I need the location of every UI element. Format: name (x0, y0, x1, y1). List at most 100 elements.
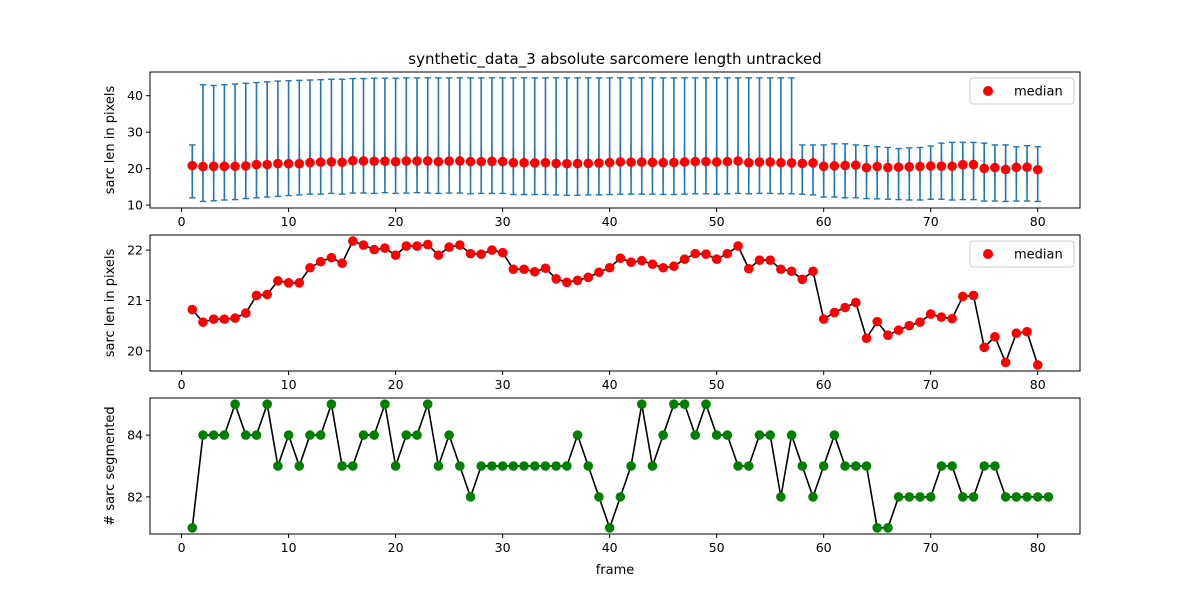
axes-frame (149, 397, 1081, 535)
median-point (679, 157, 690, 167)
segmented-point (369, 430, 380, 440)
legend-label: median (1014, 85, 1063, 100)
median-point (305, 157, 315, 168)
median-point (872, 316, 882, 327)
median-point (572, 275, 583, 286)
median-point (529, 266, 540, 277)
segmented-point (829, 430, 840, 440)
segmented-point (294, 461, 305, 471)
segmented-point (422, 399, 433, 409)
median-point (829, 161, 840, 171)
segmented-point (850, 461, 861, 471)
x-tick-label: 60 (816, 377, 832, 392)
x-tick-label: 60 (816, 214, 832, 229)
violin-panel: 0 10 20 30 40 50 60 70 80 10 20 30 40 sarc len in pix… (103, 71, 1081, 229)
median-point (925, 161, 936, 171)
segmented-point (337, 461, 347, 471)
median-point (776, 264, 786, 275)
median-point (380, 243, 390, 253)
segmented-point (679, 399, 690, 409)
x-tick-label: 20 (388, 377, 404, 392)
segmented-point (529, 461, 540, 471)
segmented-point (305, 430, 315, 440)
median-point (861, 333, 872, 344)
median-point (776, 157, 786, 168)
median-point (754, 255, 765, 265)
legend-marker (983, 249, 993, 259)
median-point (1022, 162, 1032, 173)
legend-label: median (1014, 248, 1063, 263)
median-point (540, 263, 551, 274)
median-point (701, 249, 711, 259)
median-point (540, 157, 551, 168)
median-point (230, 161, 240, 172)
segmented-panel: 0 10 20 30 40 50 60 70 80 82 84 # sarc segmented fra… (103, 397, 1081, 578)
segmented-point (722, 430, 733, 440)
median-point (658, 262, 668, 273)
segmented-point (572, 430, 583, 440)
x-tick-label: 80 (1030, 214, 1046, 229)
segmented-point (711, 430, 722, 440)
segmented-point (925, 492, 936, 502)
median-point (883, 162, 893, 173)
segmented-point (208, 430, 219, 440)
median-point (669, 157, 679, 168)
median-point (936, 161, 947, 171)
segmented-point (401, 430, 412, 440)
segmented-point (1011, 492, 1022, 502)
median-point (925, 309, 936, 319)
median-point (262, 289, 272, 300)
segmented-point (315, 430, 326, 440)
segmented-point (765, 430, 775, 440)
median-point (401, 156, 412, 166)
segmented-point (861, 461, 872, 471)
median-point (690, 248, 701, 259)
segmented-point (476, 461, 487, 471)
median-point (808, 158, 818, 168)
median-point (273, 276, 283, 286)
median-point (444, 242, 454, 252)
median-point (947, 161, 957, 172)
y-axis-label: # sarc segmented (103, 406, 118, 525)
segmented-point (1022, 492, 1032, 502)
median-point (390, 156, 401, 167)
median-point (808, 266, 818, 277)
segmented-point (444, 430, 454, 440)
segmented-point (626, 461, 636, 471)
median-point (626, 157, 636, 168)
segmented-point (904, 492, 915, 502)
median-point (765, 157, 775, 167)
median-point (615, 253, 626, 263)
median-point (872, 161, 882, 172)
segmented-point (936, 461, 947, 471)
median-point (647, 157, 658, 168)
segmented-point (219, 430, 230, 440)
x-tick-label: 30 (495, 214, 511, 229)
median-point (636, 157, 647, 167)
segmented-point (562, 461, 572, 471)
median-point (476, 156, 487, 167)
median-point (1000, 357, 1011, 368)
median-point (315, 157, 326, 167)
median-point (1011, 328, 1022, 339)
segmented-point (433, 461, 444, 471)
median-point (240, 161, 251, 171)
segmented-point (883, 523, 893, 533)
median-point (936, 312, 947, 322)
median-point (647, 259, 658, 270)
median-point (187, 304, 198, 315)
median-point (1022, 326, 1032, 337)
segmented-point (251, 430, 262, 440)
x-tick-label: 10 (281, 214, 297, 229)
median-point (294, 158, 305, 169)
segmented-point (958, 492, 968, 502)
x-tick-label: 40 (602, 377, 618, 392)
median-point (968, 159, 979, 170)
median-point (883, 330, 893, 341)
legend-marker (983, 86, 993, 96)
segmented-point (262, 399, 272, 409)
segmented-point (915, 492, 925, 502)
segmented-point (754, 430, 765, 440)
median-point (1000, 164, 1011, 175)
segmented-point (818, 461, 829, 471)
